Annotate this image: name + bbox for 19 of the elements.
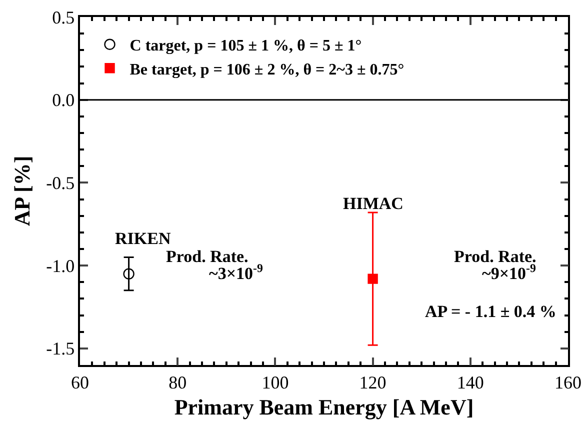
x-tick-label: 140 [456,372,484,392]
y-tick-label: 0.0 [52,90,75,110]
x-tick-label: 60 [71,372,89,392]
annotation: AP = - 1.1 ± 0.4 % [425,302,556,321]
x-tick-label: 80 [168,372,187,392]
y-tick-label: -1.0 [46,256,75,276]
legend-label: C target, p = 105 ± 1 %, θ = 5 ± 1° [130,38,362,55]
x-tick-label: 120 [359,372,386,392]
y-tick-label: -0.5 [46,173,75,194]
annotation: HIMAC [343,194,404,213]
y-axis-title: AP [%] [9,156,34,226]
annotation: RIKEN [115,229,172,248]
legend-label: Be target, p = 106 ± 2 %, θ = 2~3 ± 0.75° [130,61,404,78]
x-tick-label: 100 [262,372,289,392]
y-tick-label: -1.5 [46,338,75,359]
x-axis-title: Primary Beam Energy [A MeV] [174,394,474,420]
x-tick-label: 160 [554,372,582,392]
y-tick-label: 0.5 [52,7,75,28]
annotation: ~9×10$^{-9}$ [482,261,536,284]
